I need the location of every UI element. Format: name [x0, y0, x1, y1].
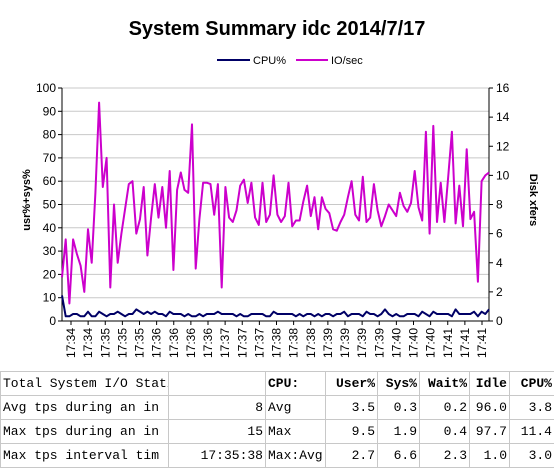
y-left-label: usr%+sys%: [21, 169, 33, 231]
x-tick-label: 17:36: [184, 328, 198, 358]
stats-cell: Wait%: [420, 372, 470, 396]
stats-cell: Total System I/O Statistics: [1, 372, 169, 396]
y-left-tick-label: 60: [43, 174, 57, 188]
y-right-tick-label: 16: [496, 81, 510, 95]
x-tick-label: 17:36: [201, 328, 215, 358]
y-left-tick-label: 10: [43, 291, 57, 305]
y-left-tick-label: 100: [36, 81, 56, 95]
x-tick-label: 17:38: [304, 328, 318, 358]
stats-cell: 9.5: [326, 420, 378, 444]
y-right-ticks: 0 2 4 6 8 10 12 14 16: [489, 81, 510, 328]
stats-cell: Avg: [266, 396, 326, 420]
stats-header-row: Total System I/O Statistics CPU:User%Sys%…: [1, 372, 554, 396]
stats-cell: 0.4: [420, 420, 470, 444]
stats-cell: 3.5: [326, 396, 378, 420]
stats-cell: 0.2: [420, 396, 470, 420]
y-left-tick-label: 50: [43, 198, 57, 212]
x-tick-label: 17:40: [389, 328, 403, 358]
x-tick-label: 17:40: [407, 328, 421, 358]
y-right-tick-label: 8: [496, 198, 503, 212]
chart-title: System Summary idc 2014/7/17: [129, 18, 426, 40]
x-tick-label: 17:41: [458, 328, 472, 358]
y-left-tick-label: 30: [43, 244, 57, 258]
stats-cell: 17:35:38: [169, 444, 266, 468]
y-right-tick-label: 10: [496, 168, 510, 182]
stats-cell: CPU%: [510, 372, 554, 396]
stats-cell: 3.8: [510, 396, 554, 420]
stats-cell: 15: [169, 420, 266, 444]
x-tick-label: 17:37: [218, 328, 232, 358]
stats-cell: 2.3: [420, 444, 470, 468]
stats-cell: CPU:: [266, 372, 326, 396]
stats-cell: 3.0: [510, 444, 554, 468]
y-left-tick-label: 90: [43, 104, 57, 118]
stats-cell: Max:Avg: [266, 444, 326, 468]
x-tick-label: 17:39: [355, 328, 369, 358]
y-left-tick-label: 80: [43, 128, 57, 142]
y-right-tick-label: 4: [496, 256, 503, 270]
stats-cell: Avg tps during an in: [1, 396, 169, 420]
y-right-tick-label: 2: [496, 285, 503, 299]
stats-cell: [169, 372, 266, 396]
stats-cell: 0.3: [378, 396, 420, 420]
x-tick-label: 17:38: [287, 328, 301, 358]
y-left-ticks: 0 10 20 30 40 50 60 70 80 90 100: [36, 81, 62, 328]
y-left-tick-label: 40: [43, 221, 57, 235]
y-right-label: Disk xfers: [527, 174, 539, 227]
y-right-tick-label: 14: [496, 110, 510, 124]
y-right-tick-label: 0: [496, 314, 503, 328]
stats-cell: Max tps interval tim: [1, 444, 169, 468]
x-tick-label: 17:35: [133, 328, 147, 358]
legend: CPU% IO/sec: [217, 55, 363, 67]
stats-cell: User%: [326, 372, 378, 396]
y-right-tick-label: 12: [496, 139, 510, 153]
y-left-tick-label: 70: [43, 151, 57, 165]
x-tick-label: 17:35: [98, 328, 112, 358]
x-tick-label: 17:36: [150, 328, 164, 358]
io-statistics-table: Total System I/O Statistics CPU:User%Sys%…: [0, 371, 554, 468]
stats-cell: Idle: [470, 372, 510, 396]
io-series-line: [62, 103, 489, 304]
chart: System Summary idc 2014/7/17 CPU% IO/sec…: [0, 0, 554, 370]
x-tick-label: 17:39: [321, 328, 335, 358]
x-tick-label: 17:36: [167, 328, 181, 358]
stats-cell: Sys%: [378, 372, 420, 396]
legend-label-io: IO/sec: [331, 55, 363, 67]
stats-cell: 1.0: [470, 444, 510, 468]
y-left-tick-label: 20: [43, 267, 57, 281]
stats-cell: 11.4: [510, 420, 554, 444]
stats-cell: 8: [169, 396, 266, 420]
y-right-tick-label: 6: [496, 227, 503, 241]
x-tick-label: 17:38: [270, 328, 284, 358]
chart-panel: System Summary idc 2014/7/17 CPU% IO/sec…: [0, 0, 554, 370]
x-tick-label: 17:37: [235, 328, 249, 358]
stats-cell: Max: [266, 420, 326, 444]
cpu-series-line: [62, 295, 489, 316]
x-tick-label: 17:41: [475, 328, 489, 358]
stats-cell: 96.0: [470, 396, 510, 420]
x-tick-label: 17:34: [64, 328, 78, 358]
x-tick-label: 17:35: [115, 328, 129, 358]
stats-cell: 1.9: [378, 420, 420, 444]
stats-cell: 6.6: [378, 444, 420, 468]
y-left-tick-label: 0: [49, 314, 56, 328]
x-tick-label: 17:37: [252, 328, 266, 358]
stats-cell: Max tps during an in: [1, 420, 169, 444]
x-tick-label: 17:34: [81, 328, 95, 358]
x-tick-label: 17:40: [424, 328, 438, 358]
stats-cell: 97.7: [470, 420, 510, 444]
x-tick-label: 17:41: [441, 328, 455, 358]
legend-label-cpu: CPU%: [253, 55, 286, 67]
stats-cell: 2.7: [326, 444, 378, 468]
x-tick-label: 17:39: [372, 328, 386, 358]
x-tick-label: 17:39: [338, 328, 352, 358]
